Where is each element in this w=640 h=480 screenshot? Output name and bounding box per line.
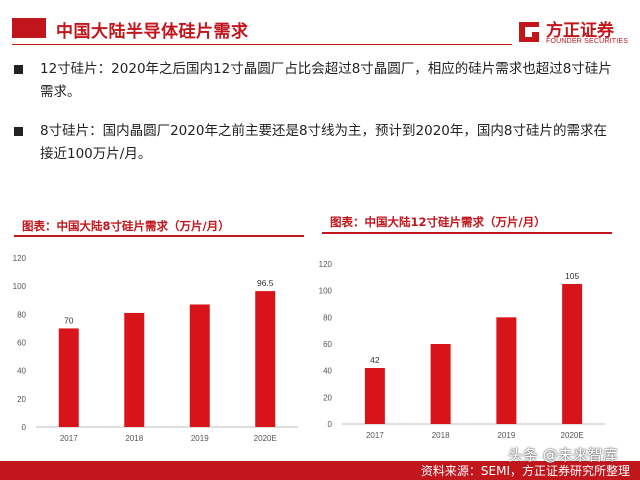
bullet-item-8inch: 8寸硅片：国内晶圆厂2020年之前主要还是8寸线为主，预计到2020年，国内8寸…: [14, 120, 614, 166]
bullet-square-icon: [14, 127, 23, 136]
y-tick-label: 80: [17, 310, 26, 319]
x-tick-label: 2017: [366, 431, 384, 440]
bar-2019: [189, 304, 210, 427]
chart-title-8inch: 图表：中国大陆8寸硅片需求（万片/月）: [22, 219, 230, 233]
y-tick-label: 40: [323, 367, 332, 376]
chart-title-divider: [322, 232, 612, 234]
y-tick-label: 60: [323, 340, 332, 349]
bar-chart-8inch: 0 20 40 60 80 100 120 70 2017 2018 2019 96.5 2020E: [13, 254, 298, 443]
x-tick-label: 2018: [432, 431, 450, 440]
bar-2017: [364, 368, 385, 424]
x-tick-label: 2020E: [254, 434, 277, 443]
y-tick-label: 0: [22, 423, 27, 432]
data-label: 70: [64, 315, 74, 325]
logo-text-cn: 方正证券: [546, 21, 614, 41]
source-note: 资料来源：SEMI，方正证券研究所整理: [420, 464, 630, 478]
watermark-text: 头条 @未来智库: [508, 446, 618, 464]
y-tick-label: 80: [323, 313, 332, 322]
footer-bar: [0, 461, 640, 480]
y-tick-label: 100: [13, 282, 27, 291]
chart-title-divider: [14, 235, 304, 237]
x-tick-label: 2018: [125, 434, 143, 443]
y-tick-label: 20: [17, 395, 26, 404]
page-title: 中国大陆半导体硅片需求: [56, 22, 249, 42]
bullet-square-icon: [14, 65, 23, 74]
bar-2017: [58, 328, 79, 427]
x-tick-label: 2017: [60, 434, 78, 443]
bar-2020E: [255, 291, 276, 427]
bar-2018: [124, 312, 145, 427]
chart-title-12inch: 图表：中国大陆12寸硅片需求（万片/月）: [330, 215, 546, 229]
data-label: 96.5: [257, 278, 274, 288]
header-accent-block: [12, 18, 46, 38]
bar-2020E: [562, 284, 583, 424]
x-tick-label: 2019: [191, 434, 209, 443]
y-tick-label: 20: [323, 393, 332, 402]
company-logo: 方正证券 FOUNDER SECURITIES: [516, 14, 634, 54]
logo-text-en: FOUNDER SECURITIES: [546, 38, 629, 45]
x-tick-label: 2019: [497, 431, 515, 440]
founder-logo-icon: [519, 22, 539, 42]
data-label: 42: [370, 355, 380, 365]
y-tick-label: 120: [13, 254, 27, 263]
bullet-item-12inch: 12寸硅片：2020年之后国内12寸晶圆厂占比会超过8寸晶圆厂，相应的硅片需求也…: [14, 58, 614, 104]
y-tick-label: 120: [319, 260, 333, 269]
bullet-text: 12寸硅片：2020年之后国内12寸晶圆厂占比会超过8寸晶圆厂，相应的硅片需求也…: [40, 61, 612, 100]
data-label: 105: [565, 271, 579, 281]
bullet-text: 8寸硅片：国内晶圆厂2020年之前主要还是8寸线为主，预计到2020年，国内8寸…: [40, 123, 607, 162]
y-tick-label: 40: [17, 367, 26, 376]
y-tick-label: 60: [17, 339, 26, 348]
y-tick-label: 0: [328, 420, 333, 429]
bar-2019: [496, 317, 517, 424]
bar-chart-12inch: 0 20 40 60 80 100 120 42 2017 2018 2019 105 2020E: [319, 260, 605, 440]
header-divider: [12, 44, 512, 45]
bar-2018: [430, 344, 451, 424]
x-tick-label: 2020E: [561, 431, 584, 440]
y-tick-label: 100: [319, 287, 333, 296]
